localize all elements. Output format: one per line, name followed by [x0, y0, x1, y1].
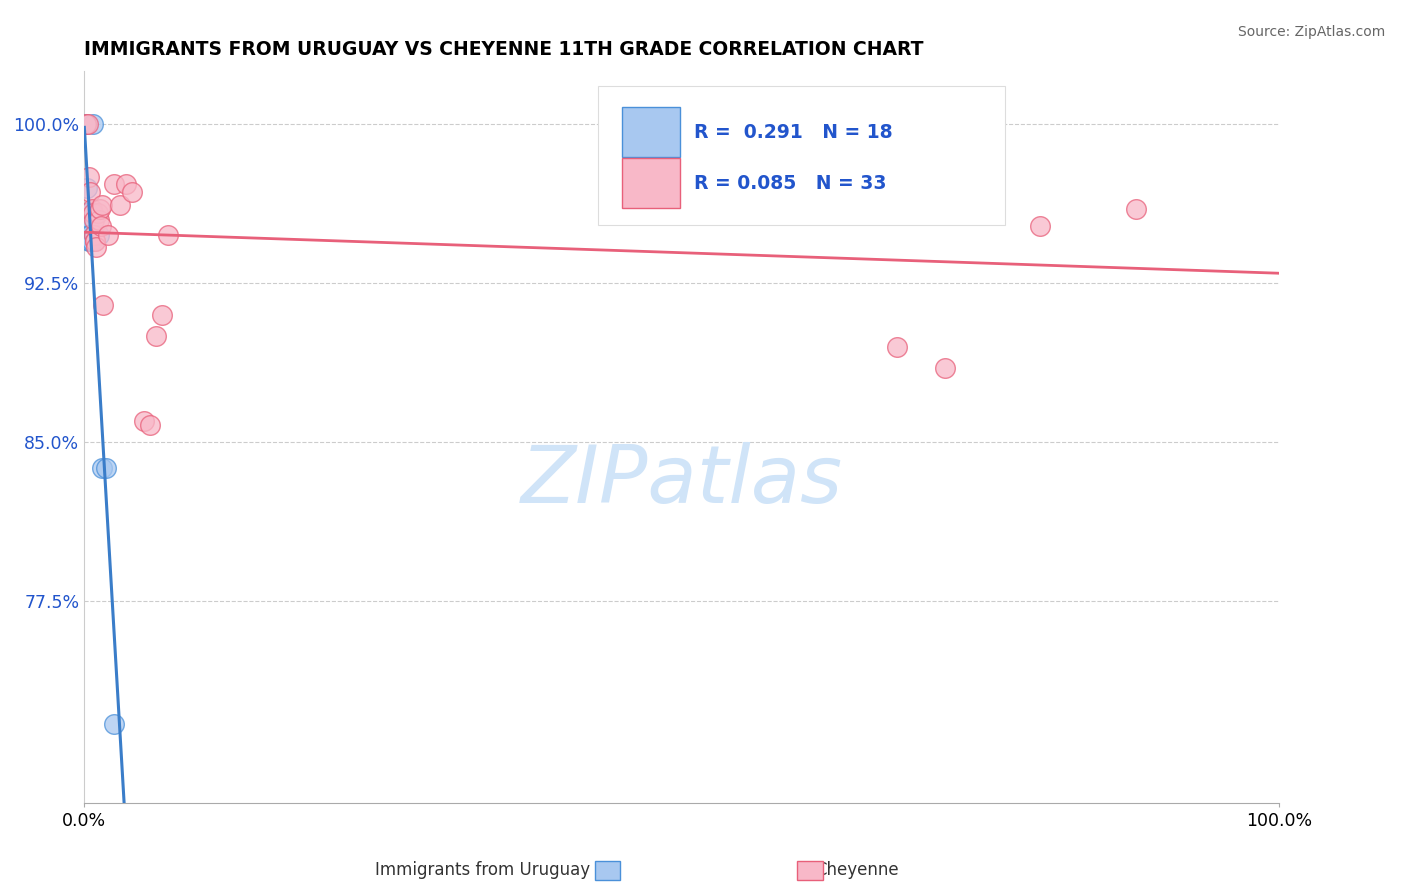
Point [150, 308, 173, 322]
Point [76, 181, 98, 195]
Point [77, 170, 100, 185]
Point [790, 198, 813, 212]
Point [83, 227, 105, 242]
Point [103, 717, 125, 731]
Point [80, 202, 103, 216]
Y-axis label: 11th Grade: 11th Grade [0, 388, 6, 486]
FancyBboxPatch shape [621, 159, 679, 208]
Point [93, 297, 115, 311]
Point [110, 198, 132, 212]
Point [79, 185, 101, 199]
Point [103, 177, 125, 191]
Point [132, 414, 156, 428]
Text: R = 0.085   N = 33: R = 0.085 N = 33 [695, 174, 886, 193]
Point [87, 227, 110, 242]
Point [84, 240, 107, 254]
Text: Cheyenne: Cheyenne [815, 861, 898, 879]
Point [77, 219, 100, 234]
Point [79, 227, 101, 242]
Point [84, 234, 107, 248]
Point [86, 206, 108, 220]
Point [1125, 202, 1147, 216]
Point [1029, 219, 1052, 234]
Point [83, 212, 105, 227]
Point [886, 340, 908, 354]
Point [97, 227, 120, 242]
Bar [797, 861, 823, 880]
Point [145, 329, 167, 343]
Point [82, 206, 104, 220]
Point [89, 202, 111, 216]
Bar [595, 861, 620, 880]
Point [90, 219, 112, 234]
Text: R =  0.291   N = 18: R = 0.291 N = 18 [695, 122, 893, 142]
Text: ZIPatlas: ZIPatlas [520, 442, 844, 520]
Point [94, 460, 117, 475]
Point [83, 227, 105, 242]
FancyBboxPatch shape [621, 107, 679, 157]
Point [77, 117, 100, 131]
Text: Source: ZipAtlas.com: Source: ZipAtlas.com [1237, 25, 1385, 39]
Point [75, 117, 97, 131]
Point [82, 117, 104, 131]
Point [77, 227, 100, 242]
Point [77, 219, 100, 234]
Point [75, 117, 97, 131]
Point [139, 418, 162, 433]
Point [121, 185, 143, 199]
Point [80, 234, 103, 248]
Point [77, 206, 100, 220]
Point [79, 234, 101, 248]
Text: Immigrants from Uruguay: Immigrants from Uruguay [375, 861, 591, 879]
Point [87, 212, 110, 227]
Point [77, 227, 100, 242]
FancyBboxPatch shape [599, 86, 1004, 225]
Point [934, 361, 956, 376]
Point [84, 234, 107, 248]
Point [91, 198, 114, 212]
Point [157, 227, 180, 242]
Point [91, 460, 114, 475]
Point [731, 164, 754, 178]
Text: IMMIGRANTS FROM URUGUAY VS CHEYENNE 11TH GRADE CORRELATION CHART: IMMIGRANTS FROM URUGUAY VS CHEYENNE 11TH… [84, 40, 924, 59]
Point [76, 206, 98, 220]
Point [115, 177, 138, 191]
Point [77, 234, 100, 248]
